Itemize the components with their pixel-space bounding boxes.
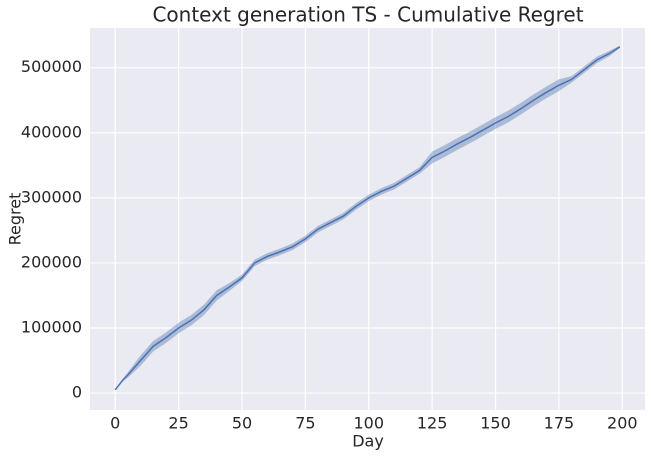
x-axis-label: Day: [352, 432, 384, 451]
plot-area: [90, 28, 645, 410]
x-tick-label: 75: [295, 414, 315, 433]
y-tick-label: 100000: [21, 318, 82, 337]
chart-title: Context generation TS - Cumulative Regre…: [152, 3, 583, 27]
y-tick-label: 0: [72, 383, 82, 402]
y-tick-label: 400000: [21, 122, 82, 141]
x-tick-label: 0: [110, 414, 120, 433]
x-tick-label: 125: [417, 414, 448, 433]
x-tick-label: 100: [353, 414, 384, 433]
y-tick-label: 200000: [21, 252, 82, 271]
y-tick-label: 500000: [21, 57, 82, 76]
x-tick-label: 25: [168, 414, 188, 433]
x-tick-label: 175: [544, 414, 575, 433]
y-tick-label: 300000: [21, 187, 82, 206]
x-tick-label: 150: [480, 414, 511, 433]
x-tick-label: 200: [607, 414, 638, 433]
y-axis-label: Regret: [6, 193, 25, 246]
x-tick-label: 50: [232, 414, 252, 433]
line: [114, 46, 621, 391]
